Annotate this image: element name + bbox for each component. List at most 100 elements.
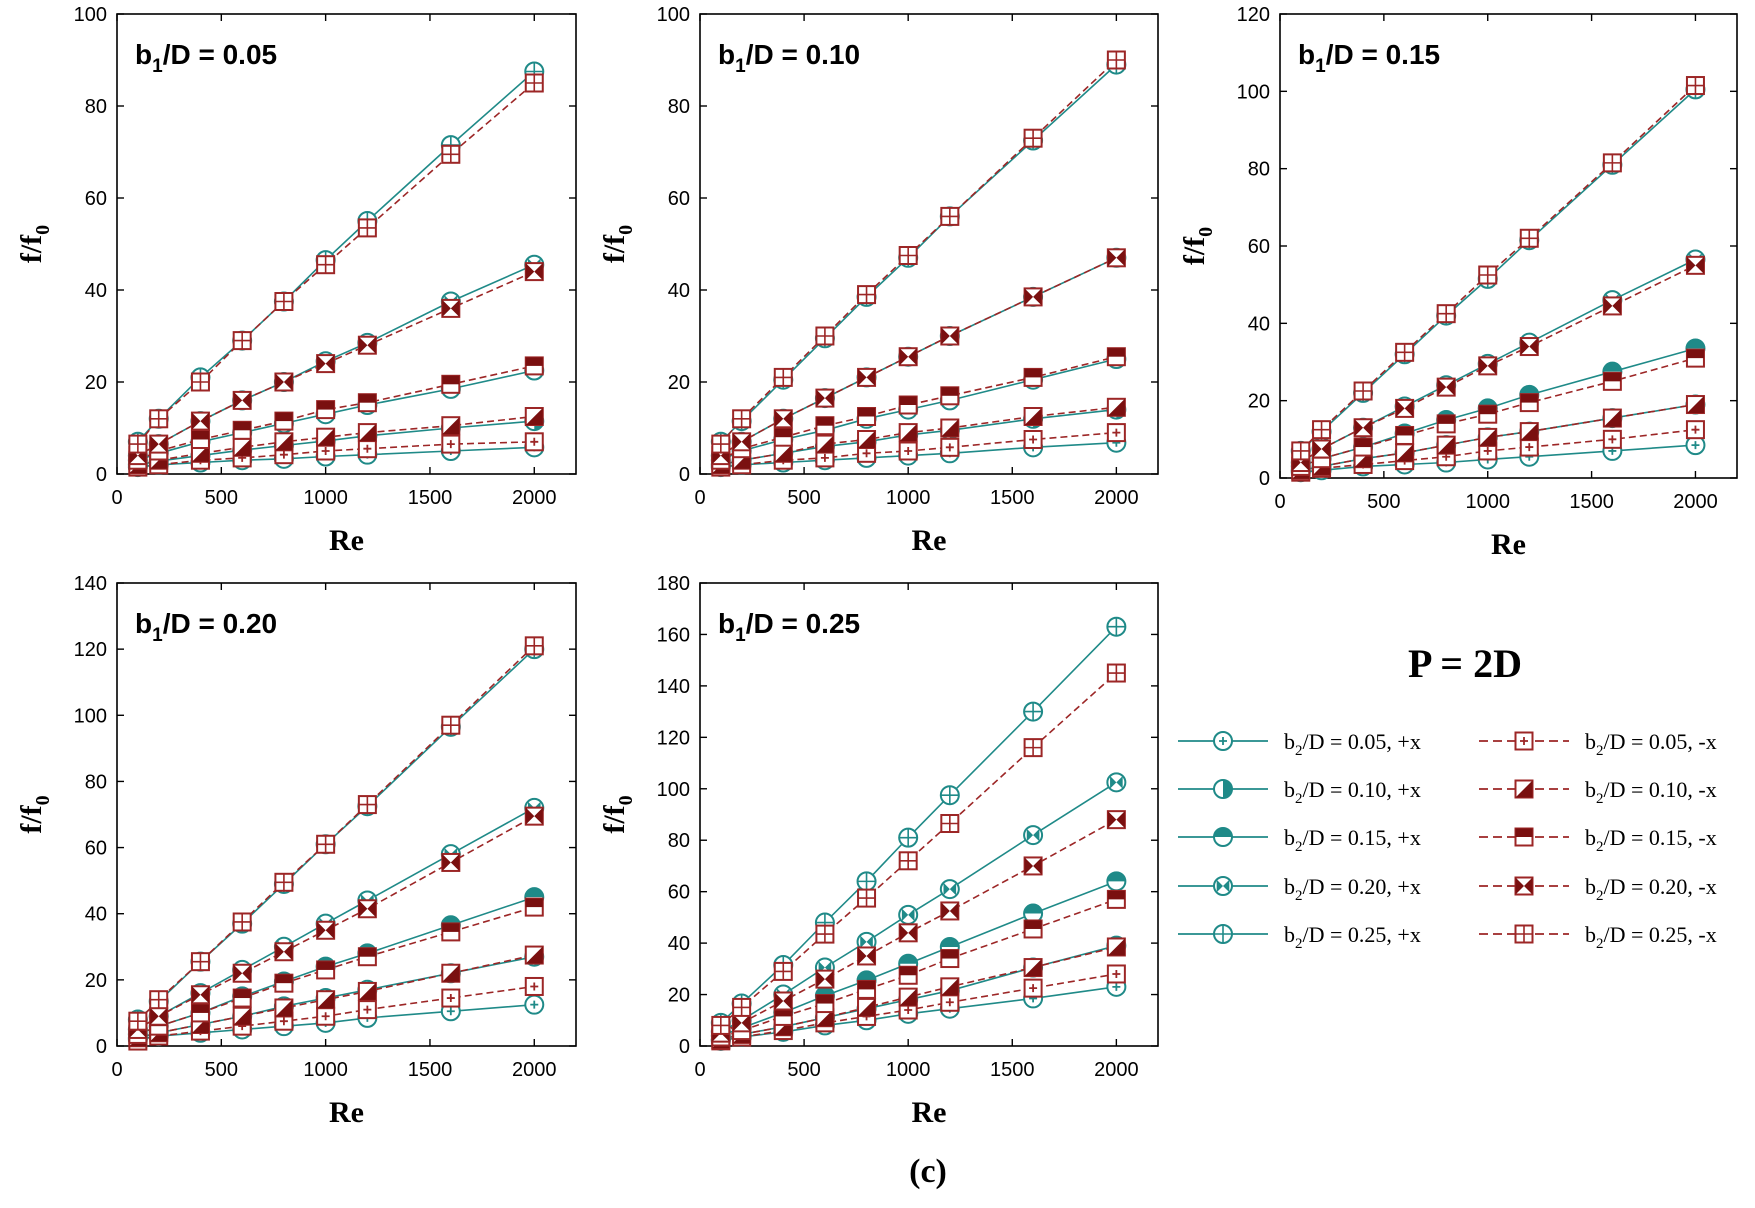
data-point [1106, 616, 1127, 637]
data-point [441, 374, 461, 394]
legend-label-text: /D = 0.05, +x [1303, 729, 1421, 754]
data-point [1106, 423, 1126, 443]
x-tick-label: 0 [694, 1059, 705, 1081]
y-tick-label: 40 [85, 904, 107, 926]
panel-title-sub: 1 [152, 625, 163, 646]
y-tick-label: 20 [1248, 391, 1270, 413]
data-point [190, 1003, 210, 1023]
data-point [898, 923, 918, 943]
x-tick-label: 2000 [512, 487, 557, 509]
data-point [316, 427, 336, 447]
x-tick-label: 500 [205, 487, 238, 509]
y-axis-label-sub: 0 [32, 225, 54, 235]
data-point [357, 423, 377, 443]
data-point [898, 441, 918, 461]
y-tick-label: 20 [85, 372, 107, 394]
data-point [1106, 772, 1127, 793]
data-point [1023, 903, 1044, 924]
y-tick-label: 100 [74, 4, 107, 26]
data-point [316, 920, 336, 940]
y-axis-label-sub: 0 [615, 795, 637, 805]
x-tick-label: 0 [111, 1059, 122, 1081]
series-line [720, 898, 1117, 1038]
data-point [857, 367, 877, 387]
data-point [1023, 367, 1043, 387]
y-tick-label: 20 [668, 985, 690, 1007]
data-point [1312, 420, 1332, 440]
data-point [1685, 395, 1705, 415]
y-tick-label: 60 [668, 188, 690, 210]
series-minus-x-b2-2 [128, 356, 544, 470]
legend-label-prefix: b [1284, 729, 1295, 754]
data-point [711, 434, 731, 454]
legend-label-text: /D = 0.10, -x [1604, 777, 1717, 802]
legend-label-prefix: b [1284, 825, 1295, 850]
data-point [1519, 337, 1539, 357]
data-point [773, 367, 793, 387]
x-axis-label: Re [1491, 528, 1526, 561]
legend-marker [1514, 876, 1534, 896]
data-point [711, 1015, 731, 1035]
series-line [720, 355, 1117, 461]
series-line [137, 270, 535, 457]
legend-label-prefix: b [1585, 874, 1596, 899]
data-point [274, 411, 294, 431]
data-point [857, 946, 877, 966]
x-tick-label: 1000 [303, 487, 348, 509]
data-point [357, 439, 377, 459]
data-point [857, 888, 877, 908]
data-point [815, 924, 835, 944]
legend-label: b2/D = 0.25, +x [1284, 922, 1421, 952]
x-axis-label: Re [912, 1096, 947, 1129]
legend-label: b2/D = 0.10, +x [1284, 777, 1421, 807]
series-minus-x-b2-3 [128, 262, 544, 466]
y-axis-label: f/f0 [598, 795, 637, 833]
data-point [898, 987, 918, 1007]
x-tick-label: 1500 [990, 487, 1035, 509]
data-point [732, 1013, 752, 1033]
x-tick-label: 2000 [512, 1059, 557, 1081]
legend-marker [1514, 731, 1534, 751]
series-minus-x-b2-4 [711, 50, 1126, 454]
data-point [732, 997, 752, 1017]
legend-label: b2/D = 0.20, +x [1284, 874, 1421, 904]
legend-marker [1514, 924, 1534, 944]
data-point [1602, 429, 1622, 449]
data-point [524, 73, 544, 93]
panel-title-prefix: b [1298, 39, 1315, 70]
figure-caption: (c) [909, 1153, 947, 1190]
legend-marker [1514, 827, 1534, 847]
data-point [316, 400, 336, 420]
data-point [1436, 377, 1456, 397]
series-plus-x-b2-4 [127, 61, 545, 452]
data-point [815, 326, 835, 346]
y-tick-label: 40 [85, 280, 107, 302]
legend-label-sub: 2 [1295, 936, 1303, 952]
y-tick-label: 100 [657, 4, 690, 26]
data-point [732, 432, 752, 452]
data-point [1023, 128, 1043, 148]
data-point [1685, 348, 1705, 368]
legend-label-text: /D = 0.15, -x [1604, 825, 1717, 850]
legend-label-text: /D = 0.15, +x [1303, 825, 1421, 850]
panel-title-rest: /D = 0.10 [746, 39, 860, 70]
data-point [857, 430, 877, 449]
data-point [524, 432, 544, 452]
legend-entry: b2/D = 0.05, +x [1178, 729, 1421, 759]
data-point [898, 423, 918, 443]
data-point [190, 411, 210, 431]
legend-label: b2/D = 0.15, +x [1284, 825, 1421, 855]
data-point [524, 945, 544, 965]
legend-label-sub: 2 [1295, 839, 1303, 855]
x-tick-label: 1000 [1465, 491, 1510, 513]
data-point [274, 432, 294, 452]
y-axis-label: f/f0 [1178, 227, 1217, 265]
legend-label-prefix: b [1585, 825, 1596, 850]
data-point [940, 386, 960, 406]
data-point [815, 416, 835, 436]
data-point [1395, 425, 1415, 445]
data-point [128, 1011, 148, 1031]
data-point [1478, 356, 1498, 376]
